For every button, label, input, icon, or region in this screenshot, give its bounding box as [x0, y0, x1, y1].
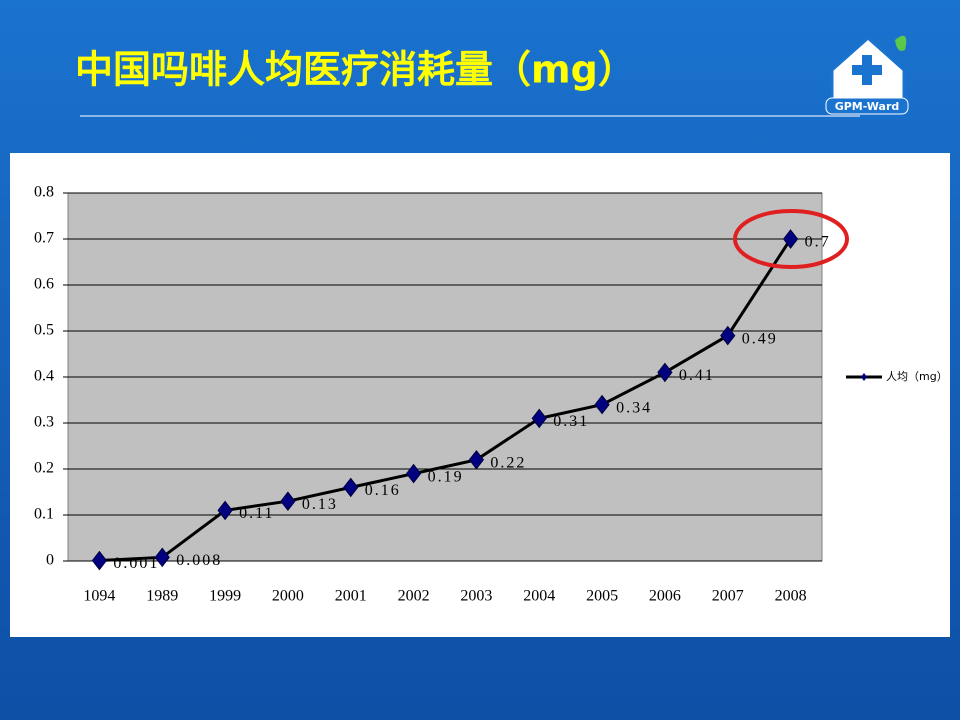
legend-marker	[861, 373, 867, 381]
data-label: 0.34	[616, 399, 652, 416]
y-tick-label: 0.1	[34, 506, 54, 523]
data-label: 0.13	[302, 496, 338, 513]
x-tick-label: 2004	[523, 588, 555, 605]
marker	[405, 463, 422, 484]
y-tick-label: 0.2	[34, 460, 54, 477]
x-tick-label: 1989	[146, 588, 178, 605]
x-tick-label: 2006	[649, 588, 681, 605]
marker	[217, 500, 233, 521]
data-label: 0.16	[365, 482, 401, 499]
y-tick-label: 0.5	[34, 322, 54, 339]
marker	[468, 449, 485, 470]
x-tick-label: 2002	[398, 588, 430, 605]
marker	[782, 229, 799, 249]
marker	[720, 325, 736, 346]
marker	[531, 408, 547, 429]
data-label: 0.41	[679, 367, 715, 384]
x-tick-label: 1094	[83, 588, 115, 605]
data-label: 0.31	[553, 413, 589, 430]
highlight-ellipse	[733, 209, 849, 269]
slide-title: 中国吗啡人均医疗消耗量（mg）	[75, 48, 636, 92]
y-tick-label: 0.6	[34, 276, 54, 293]
y-tick-label: 0.3	[34, 414, 54, 431]
y-tick-label: 0	[46, 552, 54, 569]
data-label: 0.001	[113, 555, 159, 572]
x-tick-label: 1999	[209, 588, 241, 605]
data-label: 0.19	[428, 468, 464, 485]
data-line	[99, 238, 792, 563]
y-tick-label: 0.8	[34, 184, 54, 201]
x-tick-label: 2008	[775, 588, 807, 605]
marker	[154, 547, 170, 568]
marker	[594, 394, 610, 415]
marker	[657, 362, 673, 383]
data-label: 0.49	[742, 330, 778, 347]
marker	[343, 477, 359, 498]
data-label: 0.008	[176, 552, 222, 569]
x-tick-label: 2000	[272, 588, 304, 605]
logo-text: GPM-Ward	[835, 100, 900, 113]
marker	[280, 491, 296, 512]
data-label: 0.11	[239, 505, 274, 522]
y-tick-label: 0.7	[34, 230, 54, 247]
legend-label: 人均（mg）	[886, 370, 948, 383]
x-tick-label: 2007	[712, 588, 744, 605]
x-tick-label: 2003	[460, 588, 492, 605]
marker	[91, 550, 108, 571]
x-tick-label: 2005	[586, 588, 618, 605]
logo: GPM-Ward	[825, 35, 909, 115]
data-label: 0.22	[490, 454, 526, 471]
chart: 0 0.1 0.2 0.3 0.4 0.5 0.6 0.7 0.8 1094 1989 1999 200…	[34, 184, 948, 605]
x-tick-label: 2001	[335, 588, 367, 605]
data-label: 0.7	[805, 234, 831, 251]
y-tick-label: 0.4	[34, 368, 54, 385]
